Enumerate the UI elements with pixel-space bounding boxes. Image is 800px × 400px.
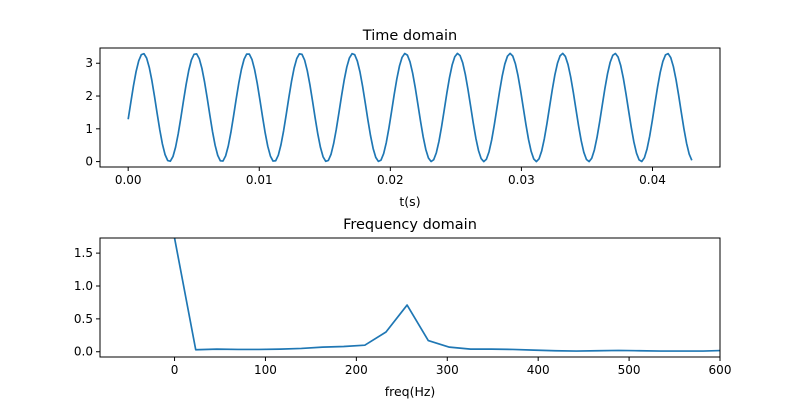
frequency-domain-x-axis-label: freq(Hz) [385,384,436,399]
frequency-domain-series-line [173,238,720,352]
time-domain-y-tick-label: 0 [85,155,93,169]
frequency-domain-title: Frequency domain [343,217,477,233]
time-domain-plot: 0.00 0.01 0.02 0.03 0.04 0 1 2 3 Time domain t(… [85,28,721,209]
frequency-domain-y-tick-label: 0.0 [74,345,93,359]
time-domain-x-tick-label: 0.03 [508,173,535,187]
frequency-domain-y-tick-label: 0.5 [74,312,93,326]
time-domain-x-tick-label: 0.04 [639,173,666,187]
frequency-domain-x-tick-label: 400 [527,363,550,377]
time-domain-x-axis-label: t(s) [399,194,420,209]
frequency-domain-axes-frame [99,237,721,358]
frequency-domain-x-tick-label: 100 [254,363,277,377]
time-domain-x-tick-label: 0.02 [377,173,404,187]
time-domain-plot-area [127,52,693,163]
time-domain-axes-frame [99,47,721,168]
time-domain-x-ticks: 0.00 0.01 0.02 0.03 0.04 [115,167,666,187]
frequency-domain-plot: 0 100 200 300 400 500 600 0.0 0.5 1.0 1.5 Frequen… [74,217,732,399]
frequency-domain-x-tick-label: 0 [171,363,179,377]
time-domain-y-tick-label: 3 [85,56,93,70]
frequency-domain-x-tick-label: 500 [618,363,641,377]
time-domain-y-tick-label: 2 [85,89,93,103]
frequency-domain-y-ticks: 0.0 0.5 1.0 1.5 [74,246,100,359]
time-domain-series-line [127,52,693,163]
time-domain-y-ticks: 0 1 2 3 [85,56,100,169]
frequency-domain-x-tick-label: 200 [345,363,368,377]
frequency-domain-x-ticks: 0 100 200 300 400 500 600 [171,357,732,377]
time-domain-x-tick-label: 0.00 [115,173,142,187]
frequency-domain-x-tick-label: 600 [709,363,732,377]
frequency-domain-y-tick-label: 1.0 [74,279,93,293]
frequency-domain-x-tick-label: 300 [436,363,459,377]
time-domain-x-tick-label: 0.01 [246,173,273,187]
time-domain-title: Time domain [362,28,457,44]
frequency-domain-plot-area [173,238,720,352]
frequency-domain-y-tick-label: 1.5 [74,246,93,260]
time-domain-y-tick-label: 1 [85,122,93,136]
